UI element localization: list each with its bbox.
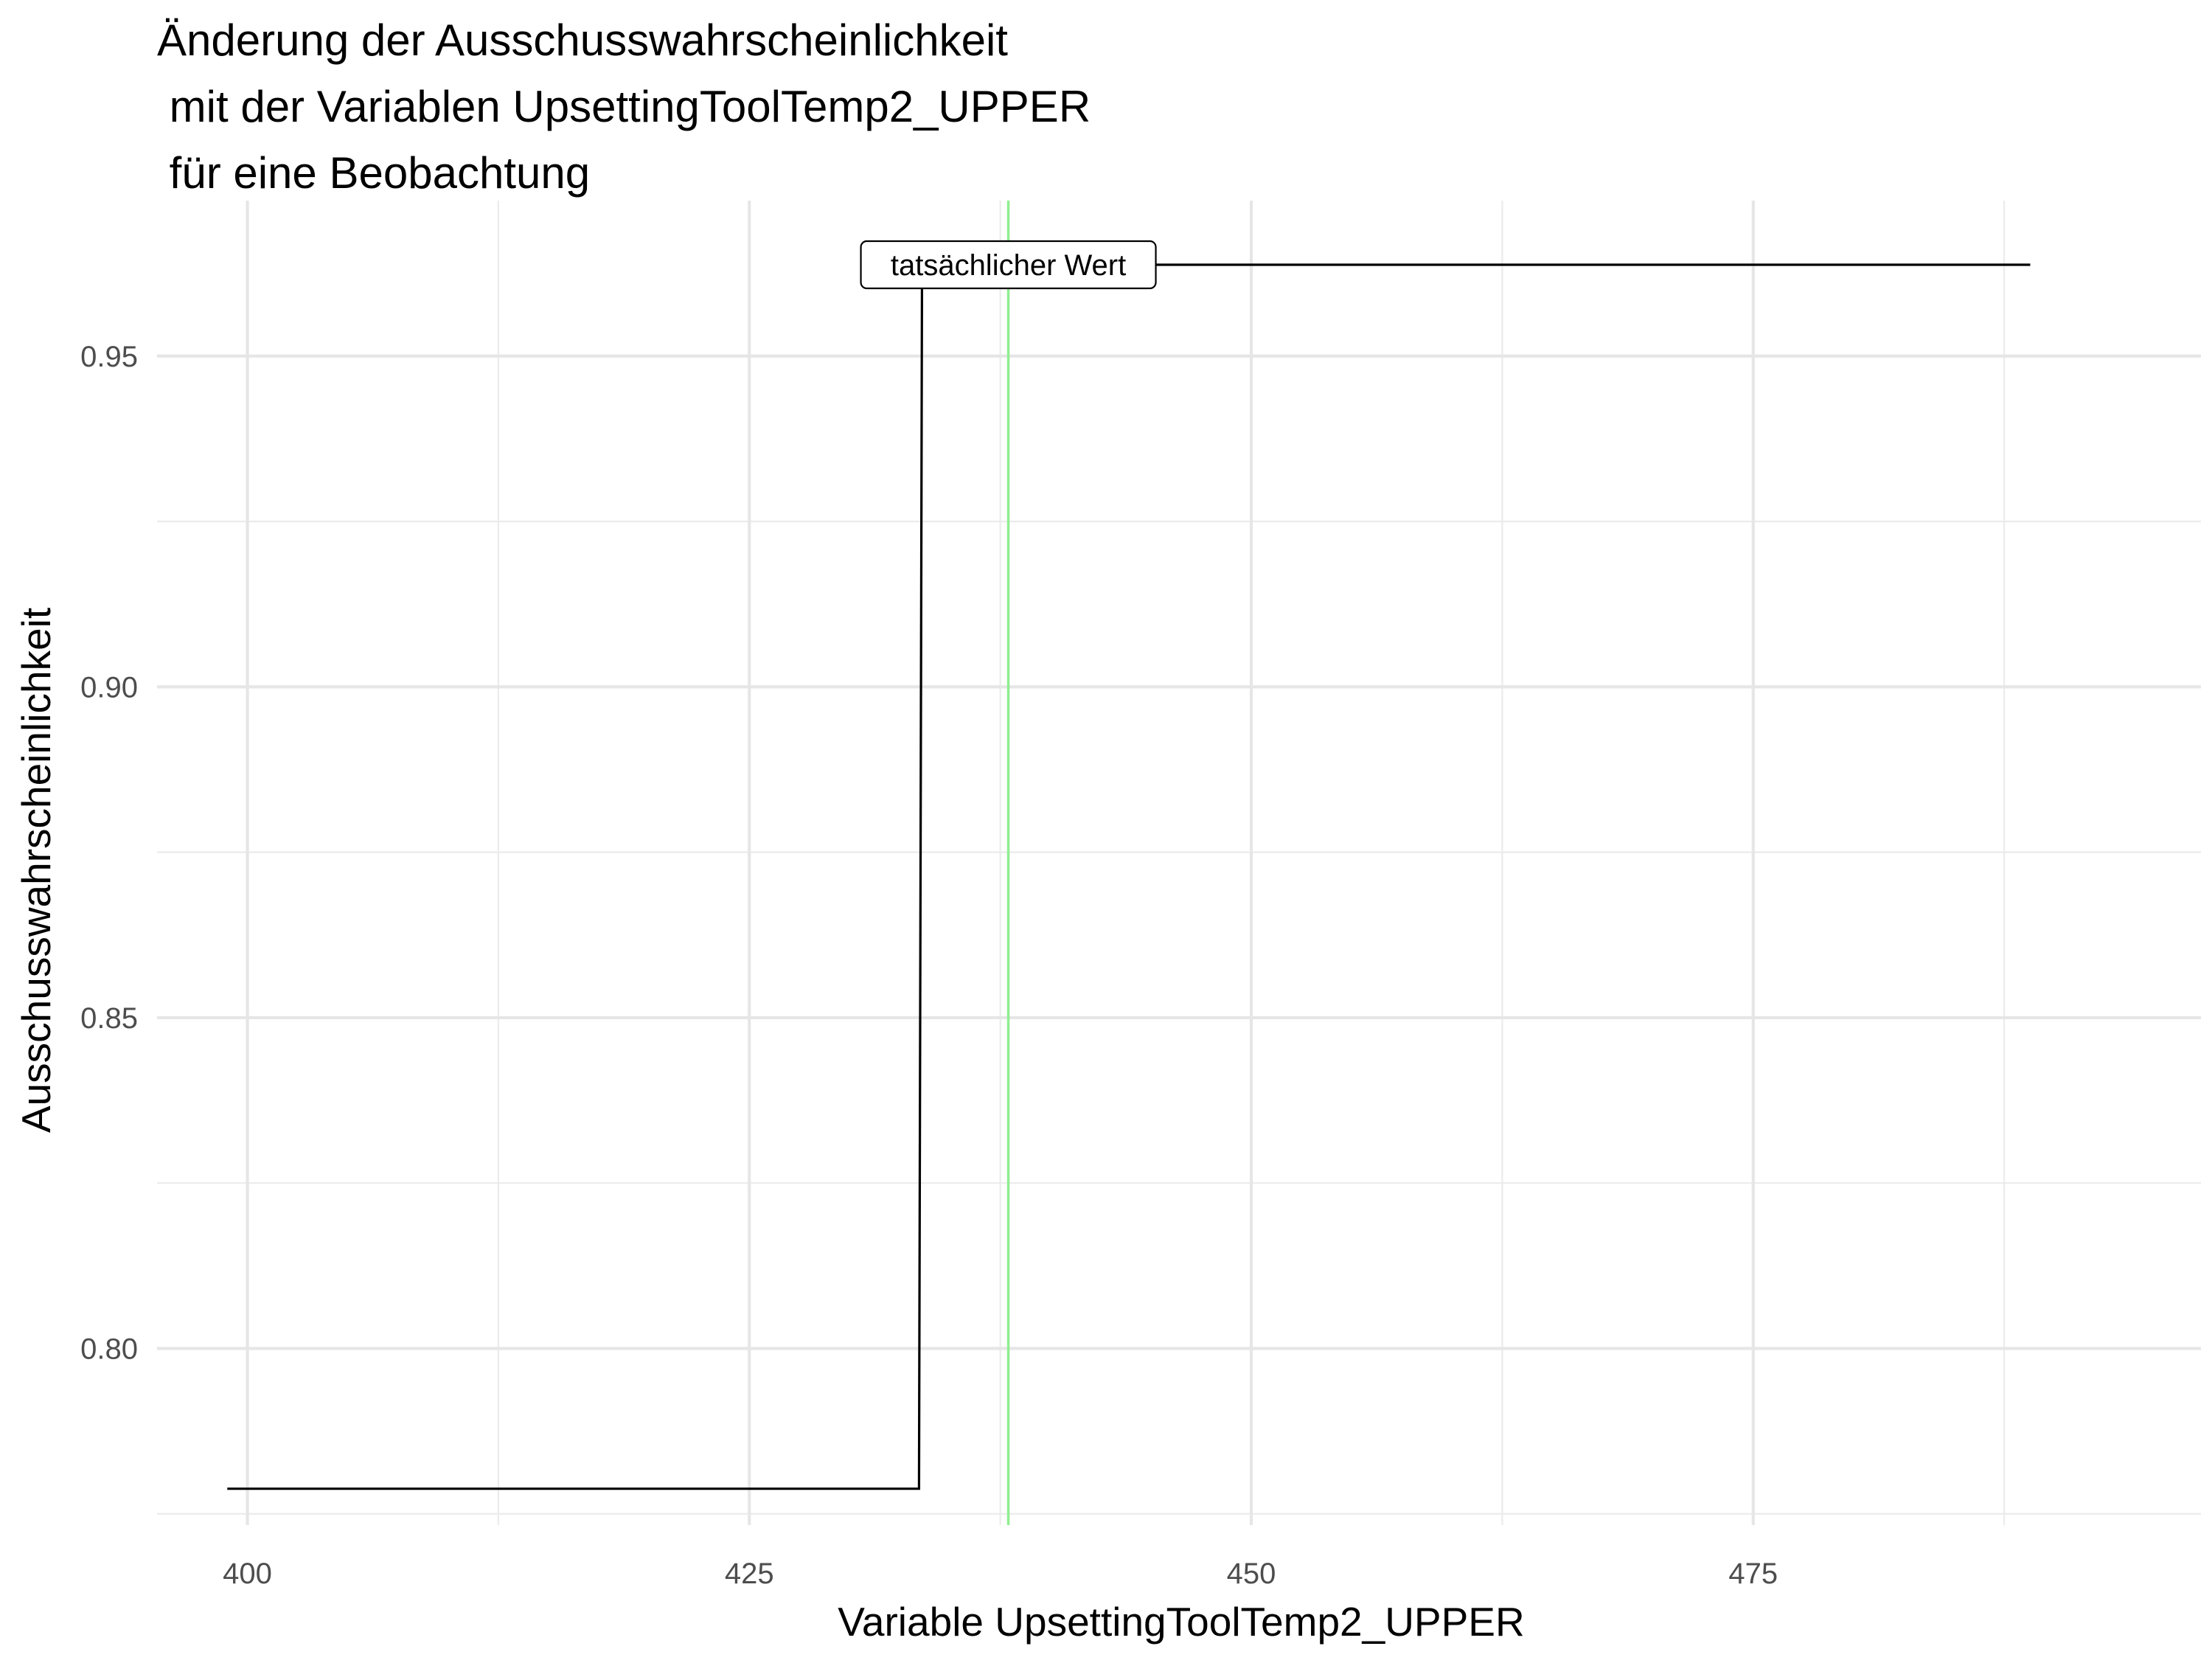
x-tick-label-3: 450 [1227, 1558, 1276, 1590]
y-tick-label-4: 0.95 [80, 341, 138, 373]
grid-layer [157, 201, 2201, 1525]
y-axis-label: Ausschusswahrscheinlichkeit [13, 608, 59, 1133]
chart-title-line-1: Änderung der Ausschusswahrscheinlichkeit [157, 15, 1008, 65]
reference-label: tatsächlicher Wert [891, 249, 1126, 282]
tick-label-layer: 400 425 450 475 0.80 0.85 0.90 0.95 [80, 341, 1778, 1590]
chart-title-line-3: für eine Beobachtung [157, 148, 590, 198]
x-axis-label: Variable UpsettingToolTemp2_UPPER [838, 1599, 1524, 1645]
x-tick-label-4: 475 [1728, 1558, 1778, 1590]
x-tick-label-2: 425 [725, 1558, 774, 1590]
reference-label-box [860, 240, 1157, 290]
y-tick-label-3: 0.90 [80, 671, 138, 704]
series-layer [227, 263, 2031, 1490]
y-tick-label-2: 0.85 [80, 1002, 138, 1035]
y-tick-label-1: 0.80 [80, 1333, 138, 1365]
x-tick-label-1: 400 [223, 1558, 272, 1590]
chart-title-line-2: mit der Variablen UpsettingToolTemp2_UPP… [157, 82, 1091, 131]
chart-title: Änderung der Ausschusswahrscheinlichkeit… [157, 15, 1091, 198]
series-line-1 [227, 263, 2031, 1490]
